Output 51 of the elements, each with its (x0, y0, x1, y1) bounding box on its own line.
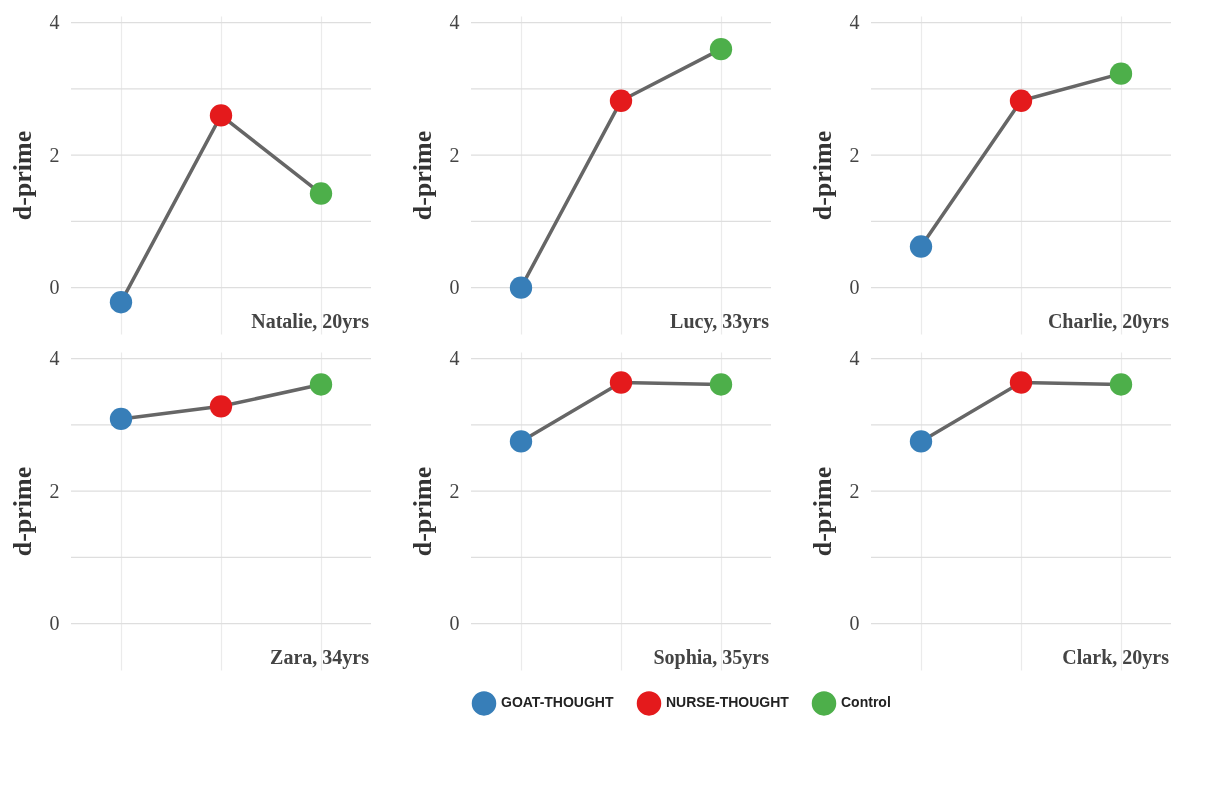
y-tick-label: 4 (49, 347, 60, 370)
y-tick-label: 0 (449, 276, 460, 299)
point (609, 89, 633, 112)
y-tick-label: 0 (849, 276, 860, 299)
y-tick-label: 0 (849, 612, 860, 635)
point (1009, 371, 1033, 394)
annotation: Clark, 20yrs (1062, 646, 1170, 669)
point (109, 407, 133, 431)
annotation: Zara, 34yrs (270, 646, 370, 669)
y-tick-label: 4 (849, 347, 860, 370)
y-tick-label: 4 (449, 347, 460, 370)
y-axis-title: d-prime (7, 130, 37, 221)
point (209, 395, 233, 418)
y-tick-label: 2 (449, 143, 460, 166)
y-axis-title: d-prime (407, 466, 437, 557)
point (509, 276, 533, 299)
y-tick-label: 2 (49, 143, 60, 166)
point (1009, 89, 1033, 112)
point (709, 37, 733, 61)
y-tick-label: 4 (449, 11, 460, 34)
point (609, 371, 633, 394)
legend-label: NURSE-THOUGHT (666, 694, 790, 711)
y-tick-label: 0 (49, 276, 60, 299)
y-tick-label: 2 (49, 479, 60, 502)
y-tick-label: 4 (849, 11, 860, 34)
point (1109, 62, 1133, 85)
y-tick-label: 0 (49, 612, 60, 635)
y-axis-title: d-prime (807, 130, 837, 221)
point (309, 373, 333, 396)
point (309, 182, 333, 205)
y-tick-label: 0 (449, 612, 460, 635)
point (209, 104, 233, 127)
annotation: Charlie, 20yrs (1047, 310, 1170, 333)
point (909, 235, 933, 258)
legend-label: Control (841, 694, 891, 711)
point (709, 373, 733, 396)
y-axis-title: d-prime (407, 130, 437, 221)
annotation: Natalie, 20yrs (251, 310, 370, 333)
y-axis-title: d-prime (7, 466, 37, 557)
y-tick-label: 4 (49, 11, 60, 34)
legend-label: GOAT-THOUGHT (501, 694, 614, 711)
y-tick-label: 2 (449, 479, 460, 502)
y-axis-title: d-prime (807, 466, 837, 557)
point (909, 430, 933, 453)
point (109, 291, 133, 314)
point (1109, 373, 1133, 396)
y-tick-label: 2 (849, 479, 860, 502)
point (509, 430, 533, 453)
y-tick-label: 2 (849, 143, 860, 166)
annotation: Lucy, 33yrs (670, 310, 770, 333)
annotation: Sophia, 35yrs (653, 646, 770, 669)
